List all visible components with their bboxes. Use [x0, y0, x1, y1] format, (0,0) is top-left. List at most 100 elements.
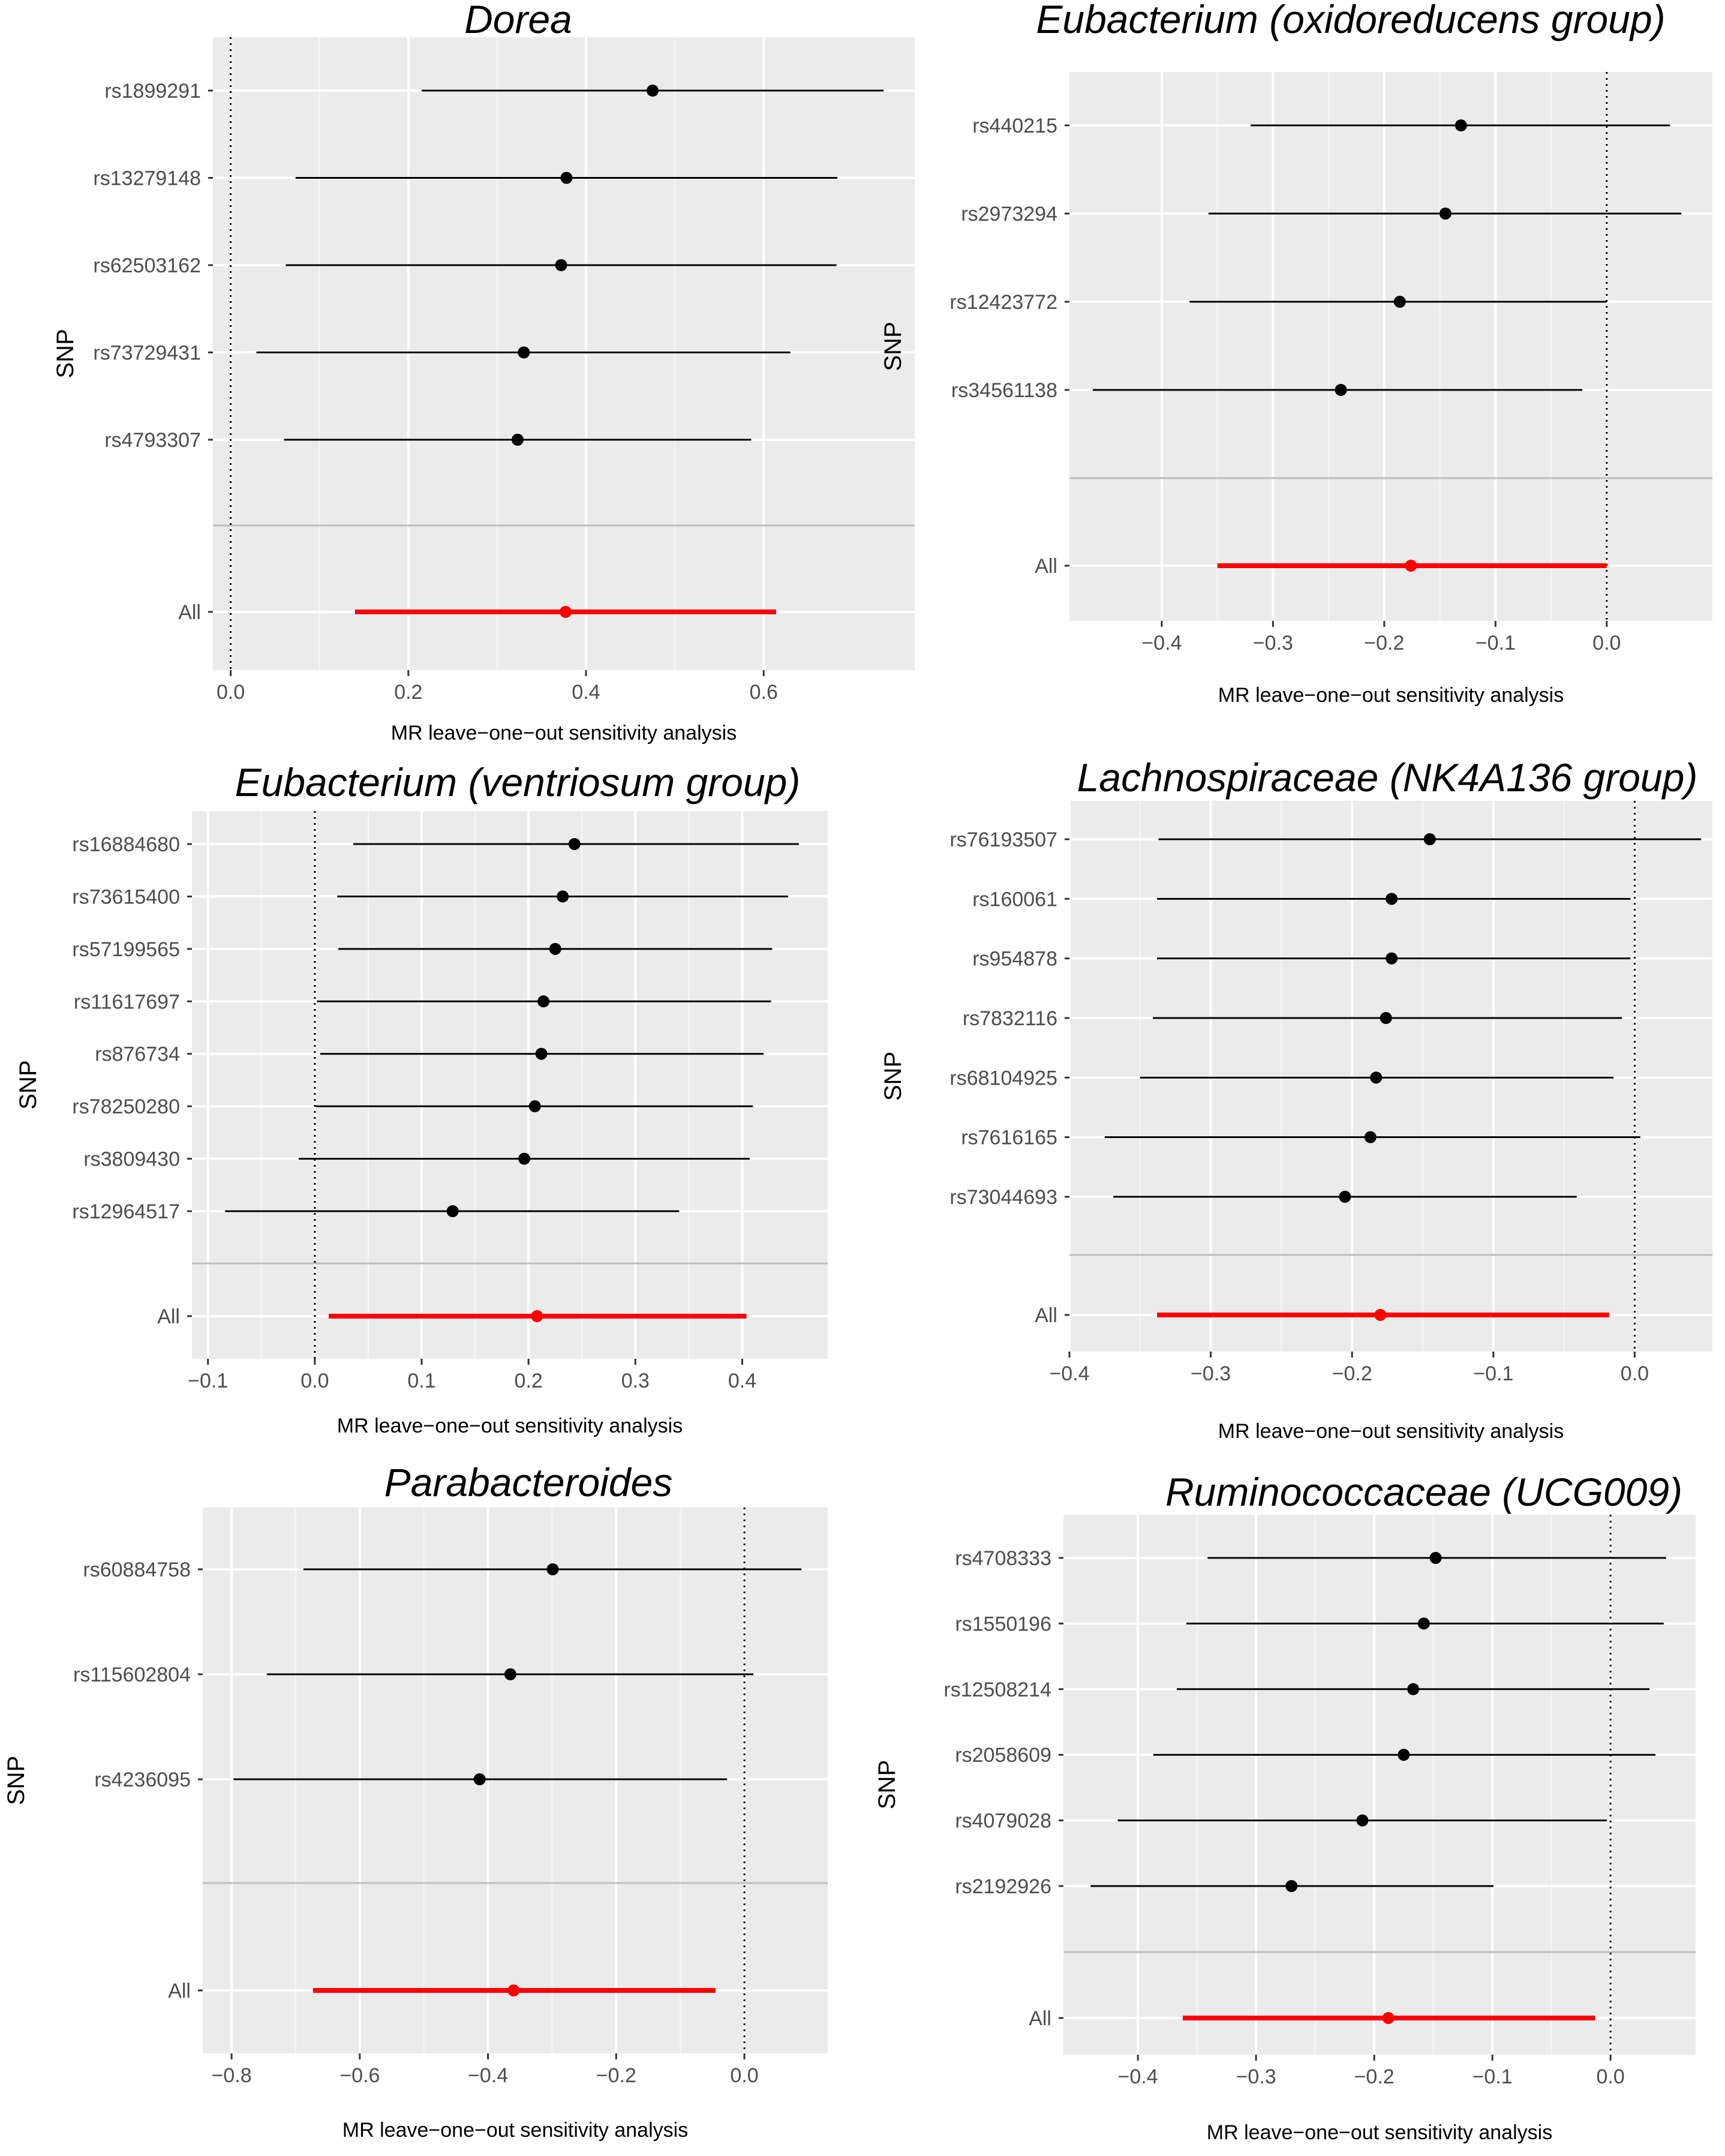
x-tick-label: −0.4	[1141, 632, 1182, 654]
snp-label: rs4236095	[94, 1768, 191, 1791]
snp-label: rs68104925	[949, 1067, 1057, 1089]
forest-panel-5: −0.8 −0.6 −0.4 −0.2 0.0 rs60884758 rs115602804…	[3, 1460, 828, 2142]
snp-estimate-point	[518, 346, 530, 359]
snp-label: rs115602804	[73, 1663, 191, 1686]
panel-title: Eubacterium (oxidoreducens group)	[1036, 0, 1665, 41]
all-estimate-point	[531, 1310, 543, 1322]
x-tick-label: −0.2	[1354, 2065, 1395, 2088]
snp-estimate-point	[1364, 1131, 1377, 1143]
snp-label: rs7832116	[963, 1007, 1057, 1030]
snp-label: rs73729431	[93, 342, 201, 365]
x-tick-label: −0.1	[1475, 632, 1516, 654]
panel-title: Dorea	[464, 0, 572, 41]
x-tick-label: −0.3	[1191, 1362, 1231, 1385]
forest-panel-1: 0.0 0.2 0.4 0.6 rs1899291 rs13279148 rs6250316…	[52, 0, 915, 744]
snp-estimate-point	[473, 1773, 486, 1785]
x-axis-label: MR leave−one−out sensitivity analysis	[342, 2119, 688, 2142]
x-tick-label: −0.6	[339, 2064, 380, 2087]
snp-label: rs954878	[972, 948, 1057, 971]
x-tick-label: 0.0	[1597, 2065, 1625, 2088]
snp-label: rs12964517	[72, 1200, 180, 1223]
panel-title: Lachnospiraceae (NK4A136 group)	[1077, 755, 1698, 800]
snp-label: rs11617697	[74, 990, 180, 1013]
x-tick-label: −0.4	[468, 2064, 508, 2087]
x-tick-label: 0.0	[300, 1370, 329, 1392]
snp-estimate-point	[1454, 119, 1467, 131]
x-tick-label: −0.3	[1236, 2065, 1276, 2088]
snp-label: rs2058609	[955, 1744, 1051, 1767]
all-label: All	[1035, 1304, 1057, 1327]
snp-label: rs876734	[95, 1043, 180, 1066]
y-axis-label: SNP	[880, 1052, 906, 1101]
snp-estimate-point	[1386, 952, 1398, 965]
all-estimate-point	[1382, 2012, 1395, 2024]
y-axis-label: SNP	[15, 1060, 41, 1109]
all-estimate-point	[559, 606, 572, 618]
x-tick-label: 0.0	[1592, 632, 1621, 654]
panel-background	[1069, 801, 1712, 1352]
x-tick-label: −0.2	[596, 2064, 636, 2087]
snp-estimate-point	[1398, 1749, 1410, 1761]
x-tick-label: −0.2	[1332, 1362, 1372, 1385]
x-tick-label: −0.1	[1473, 1362, 1513, 1385]
all-label: All	[168, 1980, 191, 2002]
snp-label: rs1899291	[104, 80, 201, 103]
snp-label: rs12508214	[943, 1678, 1051, 1701]
x-tick-label: −0.4	[1118, 2065, 1158, 2088]
x-tick-label: −0.1	[188, 1370, 228, 1392]
snp-label: rs2192926	[955, 1875, 1051, 1898]
snp-estimate-point	[1386, 893, 1398, 905]
snp-estimate-point	[535, 1047, 548, 1060]
snp-label: rs160061	[972, 888, 1057, 911]
snp-label: rs34561138	[951, 379, 1057, 402]
x-axis-label: MR leave−one−out sensitivity analysis	[1218, 684, 1564, 707]
x-axis-label: MR leave−one−out sensitivity analysis	[337, 1415, 683, 1437]
x-tick-label: −0.2	[1364, 632, 1404, 654]
y-axis-label: SNP	[52, 329, 79, 378]
snp-estimate-point	[537, 995, 550, 1008]
x-tick-label: −0.4	[1049, 1362, 1089, 1385]
snp-estimate-point	[1393, 296, 1406, 308]
all-estimate-point	[1374, 1309, 1387, 1321]
all-estimate-point	[507, 1984, 520, 1996]
snp-label: rs76193507	[949, 828, 1057, 851]
snp-label: rs78250280	[72, 1095, 180, 1118]
all-label: All	[1035, 555, 1057, 578]
panel-background	[192, 811, 828, 1359]
snp-estimate-point	[1423, 833, 1436, 845]
snp-label: rs13279148	[93, 167, 201, 190]
snp-estimate-point	[1285, 1880, 1298, 1892]
x-tick-label: −0.1	[1472, 2065, 1513, 2088]
snp-label: rs73044693	[949, 1186, 1057, 1209]
snp-label: rs440215	[972, 115, 1057, 137]
forest-panel-2: −0.4 −0.3 −0.2 −0.1 0.0 rs440215 rs2973294 rs12…	[880, 0, 1712, 707]
snp-label: rs12423772	[949, 291, 1057, 314]
panel-title: Ruminococcaceae (UCG009)	[1165, 1470, 1682, 1514]
panel-title: Eubacterium (ventriosum group)	[235, 760, 801, 804]
snp-estimate-point	[546, 1563, 559, 1575]
snp-estimate-point	[1356, 1814, 1369, 1827]
snp-label: rs3809430	[83, 1148, 180, 1171]
snp-estimate-point	[504, 1668, 516, 1680]
all-estimate-point	[1405, 560, 1417, 572]
snp-estimate-point	[1407, 1683, 1420, 1695]
snp-estimate-point	[555, 259, 567, 271]
x-axis-label: MR leave−one−out sensitivity analysis	[1218, 1420, 1564, 1443]
snp-estimate-point	[1335, 384, 1347, 396]
x-axis-label: MR leave−one−out sensitivity analysis	[391, 722, 737, 744]
snp-estimate-point	[647, 85, 659, 97]
snp-label: rs16884680	[72, 833, 180, 856]
forest-panel-4: −0.4 −0.3 −0.2 −0.1 0.0 rs76193507 rs160061 rs9…	[880, 755, 1712, 1443]
x-tick-label: 0.1	[407, 1370, 435, 1392]
snp-estimate-point	[1370, 1071, 1383, 1084]
x-tick-label: 0.4	[572, 681, 600, 704]
x-tick-label: 0.2	[515, 1370, 543, 1392]
x-tick-label: −0.8	[212, 2064, 252, 2087]
x-tick-label: −0.3	[1253, 632, 1293, 654]
panel-background	[1069, 72, 1712, 621]
snp-label: rs4079028	[955, 1810, 1051, 1833]
snp-estimate-point	[557, 890, 569, 903]
snp-label: rs4793307	[104, 429, 201, 452]
panel-background	[1063, 1515, 1696, 2055]
